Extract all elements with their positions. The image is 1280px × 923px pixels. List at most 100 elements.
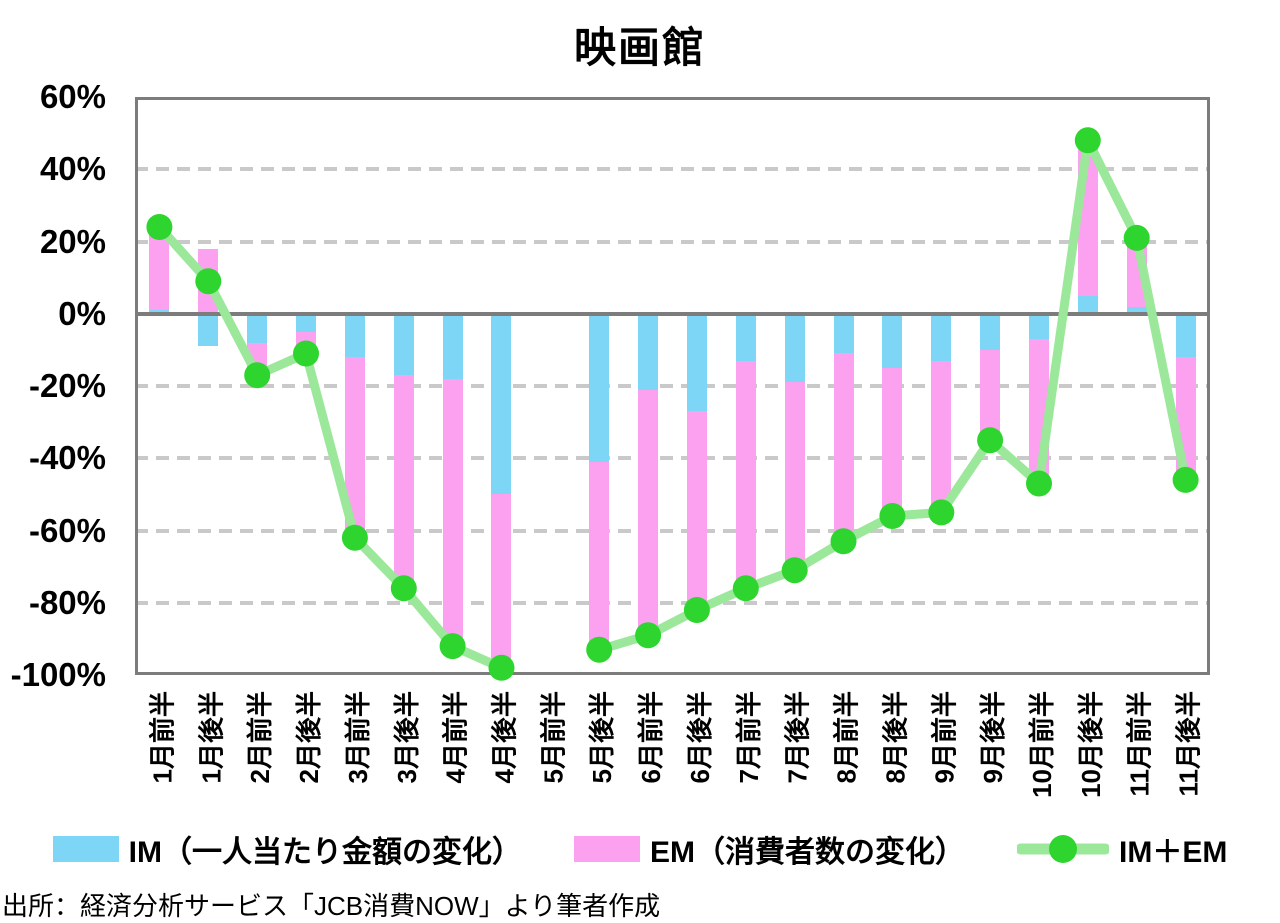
bar-im-16 [931,313,952,361]
line-point-0 [146,214,173,240]
bar-im-12 [735,313,756,361]
em-swatch [574,836,640,862]
x-tick-label-6: 4月前半 [441,691,471,783]
line-point-16 [928,499,955,526]
x-tick-label-19: 10月後半 [1076,691,1106,798]
y-tick-label-6: -60% [28,511,106,549]
line-point-9 [586,636,613,663]
bar-em-9 [589,461,610,650]
im-swatch [52,836,119,862]
bar-em-15 [882,367,903,517]
bar-im-13 [784,313,805,383]
x-axis-labels: 1月前半 1月後半 2月前半 2月後半 3月前半 3月後半 4月前半 4月後半 5月前半 5月後半… [147,691,1204,798]
x-tick-label-9: 5月後半 [587,691,617,783]
legend: IM（一人当たり金額の変化） EM（消費者数の変化） IM＋EM [0,826,1280,872]
x-tick-label-18: 10月前半 [1027,691,1057,798]
line-point-5 [390,575,417,602]
im-plus-em-path [154,135,1191,673]
plot-area [135,97,1210,681]
line-point-2 [244,362,271,389]
line-point-13 [781,557,808,584]
line-point-19 [1074,127,1101,154]
bar-im-17 [980,313,1001,350]
bar-im-3 [296,313,317,332]
x-tick-label-21: 11月後半 [1174,691,1204,797]
gridline-20 [135,239,1210,244]
x-tick-label-8: 5月前半 [538,691,568,783]
legend-label-im: IM（一人当たり金額の変化） [128,836,522,869]
chart-title: 映画館 [573,24,706,71]
gridline--80 [135,600,1210,605]
bar-im-21 [1175,313,1196,358]
line-point-21 [1172,466,1199,493]
x-tick-label-2: 2月前半 [245,691,275,783]
line-point-7 [488,654,515,681]
line-point-20 [1123,224,1150,251]
line-point-17 [977,427,1004,454]
legend-item-im-em: IM＋EM [1017,827,1227,871]
x-tick-label-14: 8月前半 [832,691,862,783]
bar-em-0 [149,227,170,311]
legend-label-em: EM（消費者数の変化） [650,836,965,869]
bar-im-20 [1126,306,1147,314]
x-tick-label-15: 8月後半 [880,691,910,783]
legend-label-im-em: IM＋EM [1119,836,1228,869]
gridline--60 [135,528,1210,533]
y-tick-label-2: 20% [39,222,106,260]
x-tick-label-12: 7月前半 [734,691,764,783]
line-point-12 [732,575,759,602]
bar-im-14 [833,313,854,354]
line-point-10 [635,622,662,649]
x-tick-label-16: 9月前半 [929,691,959,783]
bar-em-11 [686,411,707,610]
bar-im-7 [491,313,512,495]
im-plus-em-line [146,127,1199,681]
bar-em-16 [931,360,952,513]
y-tick-label-4: -20% [28,367,106,404]
bar-im-15 [882,313,903,368]
bar-em-13 [784,382,805,571]
x-tick-label-0: 1月前半 [147,691,177,783]
bar-im-11 [686,313,707,412]
bar-em-6 [442,378,463,647]
bar-em-5 [393,375,414,589]
x-tick-label-3: 2月後半 [294,691,324,783]
bar-im-1 [198,313,219,347]
bar-im-2 [247,313,268,343]
source-note: 出所：経済分析サービス「JCB消費NOW」より筆者作成 [2,891,661,921]
zero-line [135,311,1210,316]
legend-item-im: IM（一人当たり金額の変化） [52,827,522,871]
y-axis-labels: 60% 40% 20% 0% -20% -40% -60% -80% -100% [0,78,106,693]
y-tick-label-3: 0% [58,294,106,332]
bar-im-19 [1077,295,1098,314]
line-point-15 [879,503,906,529]
x-tick-label-7: 4月後半 [490,691,520,783]
line-point-18 [1026,470,1052,497]
bar-im-4 [344,313,365,358]
gridline--40 [135,456,1210,461]
bar-im-6 [442,313,463,379]
x-tick-label-1: 1月後半 [196,691,226,783]
legend-item-em: EM（消費者数の変化） [574,827,965,871]
x-tick-label-10: 6月前半 [636,691,666,783]
bar-im-9 [589,313,610,462]
bar-em-10 [638,389,659,636]
y-tick-label-8: -100% [10,656,106,693]
y-tick-label-7: -80% [28,583,106,621]
line-point-1 [195,268,222,295]
line-point-11 [683,597,710,623]
gridline--20 [135,384,1210,388]
bar-em-12 [735,360,756,589]
line-point-4 [341,524,368,551]
bar-im-5 [393,313,414,376]
y-tick-label-5: -40% [28,439,106,477]
line-marker-swatch [1017,835,1109,863]
line-point-3 [293,340,319,367]
x-tick-label-20: 11月前半 [1125,691,1155,797]
bar-em-4 [344,357,365,538]
bar-im-18 [1028,313,1049,340]
x-tick-label-4: 3月前半 [343,691,373,783]
y-tick-label-0: 60% [39,78,106,115]
gridline-40 [135,167,1210,172]
